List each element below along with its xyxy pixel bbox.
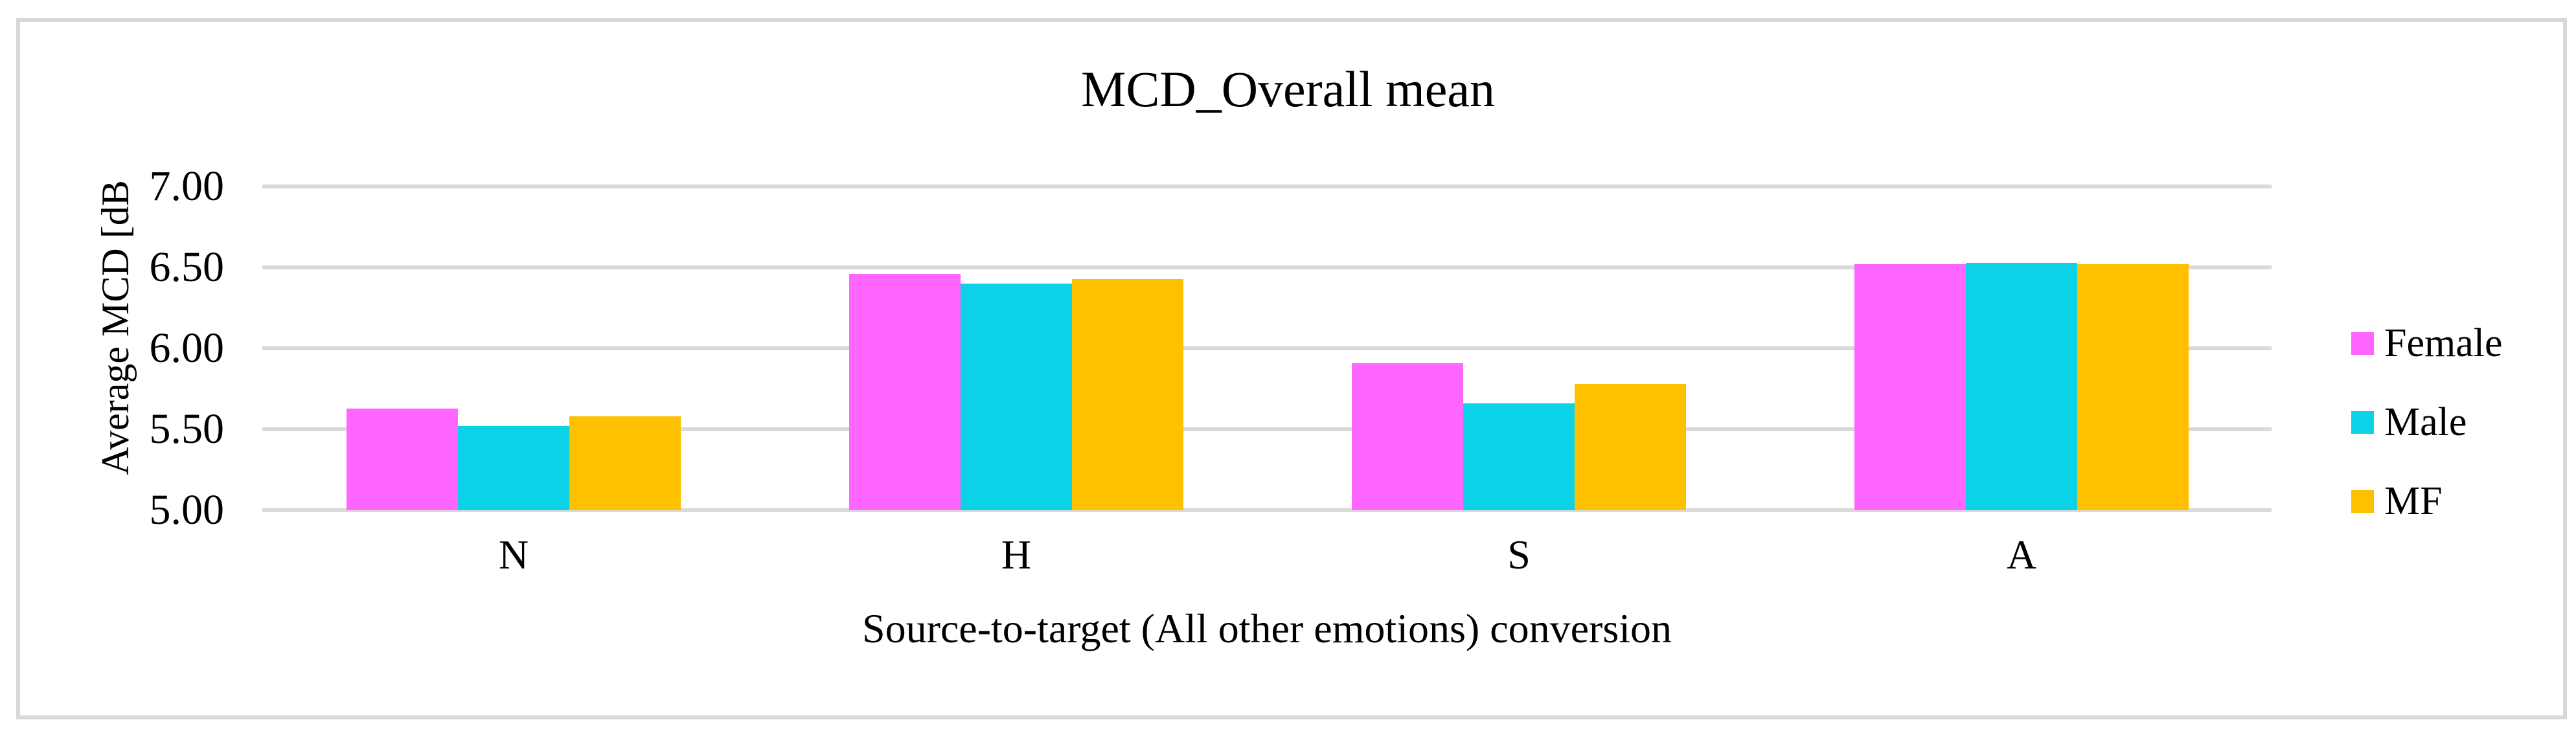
y-tick-label: 7.00: [149, 163, 225, 210]
legend-swatch-icon: [2351, 489, 2374, 513]
chart-title: MCD_Overall mean: [1080, 61, 1495, 117]
y-tick-label: 5.00: [149, 486, 225, 534]
bar-mf-S: [1575, 384, 1686, 510]
gridline-6.00: [262, 346, 2272, 350]
x-tick-label-A: A: [2006, 532, 2037, 578]
x-tick-label-N: N: [498, 532, 529, 578]
legend: Female Male MF: [2351, 321, 2503, 524]
y-tick-label: 5.50: [149, 405, 225, 453]
x-axis-title: Source-to-target (All other emotions) co…: [861, 605, 1672, 651]
bar-group-S: [1352, 363, 1686, 510]
bar-male-N: [458, 426, 569, 510]
gridline-7.00: [262, 185, 2272, 188]
bar-group-H: [849, 274, 1183, 510]
gridline-6.50: [262, 265, 2272, 269]
legend-item-female: Female: [2351, 321, 2503, 366]
bar-male-S: [1463, 403, 1575, 510]
bar-female-N: [347, 408, 458, 510]
x-tick-label-H: H: [1001, 532, 1032, 578]
bar-male-H: [961, 284, 1072, 510]
gridline-5.00: [262, 508, 2272, 512]
y-tick-label: 6.00: [149, 324, 225, 372]
bar-group-N: [347, 408, 681, 510]
bar-mf-H: [1072, 278, 1183, 510]
legend-swatch-icon: [2351, 332, 2374, 355]
legend-label: MF: [2384, 479, 2443, 523]
legend-label: Female: [2384, 321, 2503, 365]
bar-female-S: [1352, 363, 1463, 510]
bar-female-H: [849, 274, 961, 510]
x-tick-label-S: S: [1507, 532, 1531, 578]
gridline-5.50: [262, 427, 2272, 431]
legend-item-mf: MF: [2351, 478, 2503, 524]
plot-area: [262, 185, 2272, 512]
legend-label: Male: [2384, 400, 2467, 444]
y-tick-label: 6.50: [149, 243, 225, 291]
bar-mf-A: [2077, 264, 2189, 510]
bar-female-A: [1854, 264, 1966, 510]
bar-mf-N: [569, 416, 681, 510]
legend-item-male: Male: [2351, 399, 2503, 445]
figure-border: [16, 18, 2567, 719]
legend-swatch-icon: [2351, 410, 2374, 434]
bar-group-A: [1854, 262, 2189, 510]
bar-male-A: [1966, 262, 2077, 510]
